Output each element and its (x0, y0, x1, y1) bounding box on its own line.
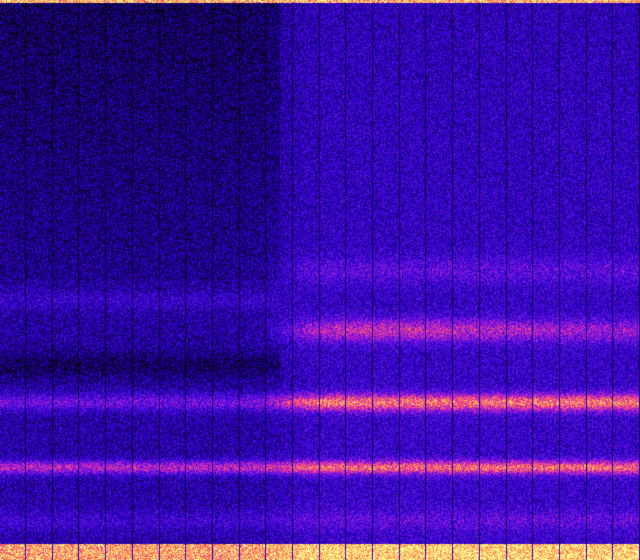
spectrogram-image (0, 0, 640, 560)
